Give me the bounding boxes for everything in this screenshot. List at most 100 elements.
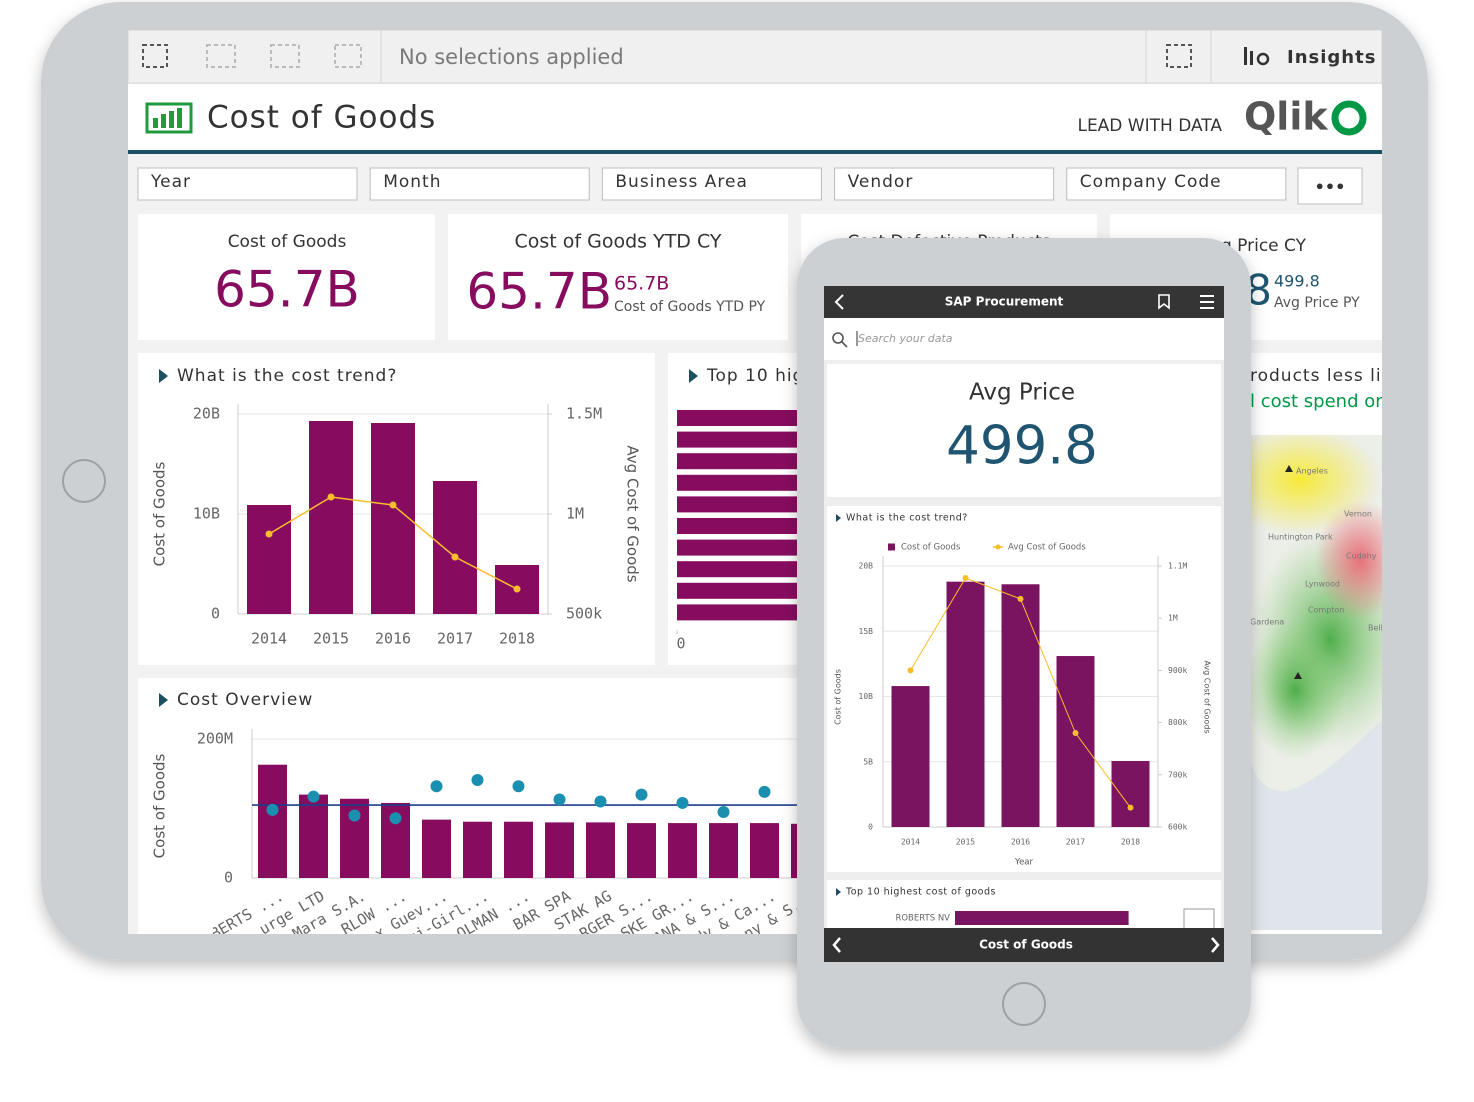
legend-label: Avg Cost of Goods: [1008, 543, 1086, 553]
line-point: [1072, 730, 1079, 737]
bar: [433, 481, 477, 614]
filter-box[interactable]: [834, 167, 1055, 201]
x-tick-label: 2017: [437, 630, 473, 648]
toolbar-icons: [142, 44, 1192, 68]
app-header: [128, 84, 1382, 150]
point: [307, 790, 320, 803]
y-tick-label: 20B: [859, 562, 874, 571]
phone-top10-chart: ROBERTS NV: [895, 911, 1129, 925]
menu-button[interactable]: [1200, 295, 1214, 309]
expand-icon[interactable]: [689, 369, 698, 383]
y-tick-label: 5B: [863, 757, 873, 766]
filters-more[interactable]: •••: [1315, 178, 1346, 197]
mini-chart-frame: [1183, 908, 1215, 928]
expand-icon[interactable]: [836, 888, 841, 896]
kpi-compare-label: Avg Price PY: [1274, 295, 1360, 311]
y-tick-label: 10B: [193, 505, 220, 523]
y2-tick-label: 1M: [566, 505, 584, 523]
y-axis-title: Cost of Goods: [151, 461, 169, 566]
phone-footer: [824, 928, 1224, 962]
y2-tick-label: 1M: [1168, 614, 1178, 623]
map: Angeles Vernon Huntington Park Cudahy Lynwoo…: [1250, 435, 1382, 930]
next-sheet[interactable]: [1211, 937, 1220, 953]
y-tick-label: 20B: [193, 405, 220, 423]
x-tick-label: 2016: [1011, 838, 1030, 847]
insights-button[interactable]: Insights: [1287, 47, 1376, 68]
map-title: roducts less li: [1250, 366, 1382, 386]
bookmark-button[interactable]: [1158, 294, 1170, 310]
bar: [677, 474, 797, 491]
y-tick-label: 0: [868, 823, 873, 832]
y2-tick-label: 900k: [1168, 666, 1187, 675]
search-icon: [841, 341, 848, 348]
bar: [677, 410, 797, 426]
clear-icon[interactable]: [334, 44, 362, 68]
map-subtitle: l cost spend on: [1250, 391, 1387, 412]
search-placeholder[interactable]: Search your data: [858, 332, 953, 345]
filter-box[interactable]: [369, 167, 590, 201]
y2-tick-label: 500k: [566, 605, 602, 623]
map-label: Gardena: [1250, 618, 1284, 627]
phone-trend-chart: 0 5B 10B 15B 20B 600k 700k 800k 900k 1M 1.1M 2014 20…: [834, 543, 1212, 847]
line-point: [265, 530, 273, 538]
bar: [677, 431, 797, 448]
y-tick-label: 15B: [859, 627, 874, 636]
selections-tool-icon[interactable]: [1166, 44, 1192, 68]
expand-icon[interactable]: [159, 369, 168, 383]
forward-icon[interactable]: [270, 44, 300, 68]
point: [594, 795, 607, 808]
search-icon: [832, 332, 844, 344]
home-button[interactable]: [62, 459, 106, 503]
header-rule: [128, 150, 1382, 154]
smart-search-icon[interactable]: [142, 44, 168, 68]
kpi-value: 65.7B: [466, 263, 612, 321]
y-tick-label: 0: [224, 869, 233, 887]
prev-sheet[interactable]: [832, 937, 841, 953]
y2-tick-label: 600k: [1168, 823, 1187, 832]
bar: [677, 453, 797, 470]
point: [758, 785, 771, 798]
expand-icon[interactable]: [836, 514, 841, 522]
kpi-compare-label: Cost of Goods YTD PY: [614, 299, 766, 315]
sheet-icon-bars: [153, 108, 182, 128]
y2-tick-label: 1.1M: [1168, 562, 1187, 571]
map-labels: Angeles Vernon Huntington Park Cudahy Lynwoo…: [1250, 467, 1382, 633]
back-button[interactable]: [834, 294, 844, 310]
bar: [750, 823, 779, 878]
search-bar[interactable]: [824, 318, 1224, 360]
filter-box[interactable]: [1066, 167, 1287, 201]
legend-swatch: [995, 544, 1001, 550]
filter-box[interactable]: [601, 167, 822, 201]
insights-icon: [1244, 47, 1270, 66]
selection-status: No selections applied: [399, 45, 624, 69]
x-tick-label: 2014: [251, 630, 287, 648]
back-icon[interactable]: [206, 44, 236, 68]
map-label: Huntington Park: [1268, 533, 1333, 542]
map-label: Angeles: [1296, 467, 1328, 476]
home-button[interactable]: [1002, 982, 1046, 1026]
bar: [955, 911, 1129, 925]
phone-screen: SAP Procurement Search your data Avg Pri…: [824, 286, 1224, 962]
map-density: [1250, 620, 1345, 760]
y-tick-label: ROBERTS NV: [895, 914, 950, 924]
filter-label: Vendor: [848, 172, 914, 192]
bar: [504, 821, 533, 878]
logo-mark: [1331, 100, 1367, 136]
x-tick-label: 2015: [313, 630, 349, 648]
point: [348, 809, 361, 822]
bar: [247, 505, 291, 614]
point: [635, 788, 648, 801]
kpi-compare-value: 499.8: [1274, 272, 1320, 291]
legend-label: Cost of Goods: [901, 543, 961, 553]
point: [512, 780, 525, 793]
filters-more-button[interactable]: [1297, 167, 1363, 205]
map-label: Compton: [1308, 606, 1344, 615]
map-density: [1250, 435, 1380, 535]
y2-axis-title: Avg Cost of Goods: [624, 445, 642, 582]
map-label: Cudahy: [1346, 552, 1377, 561]
top10-chart: 0: [676, 410, 797, 653]
expand-icon[interactable]: [159, 693, 168, 707]
point: [553, 793, 566, 806]
filter-box[interactable]: [137, 167, 358, 201]
chart-title: Cost Overview: [177, 690, 313, 710]
